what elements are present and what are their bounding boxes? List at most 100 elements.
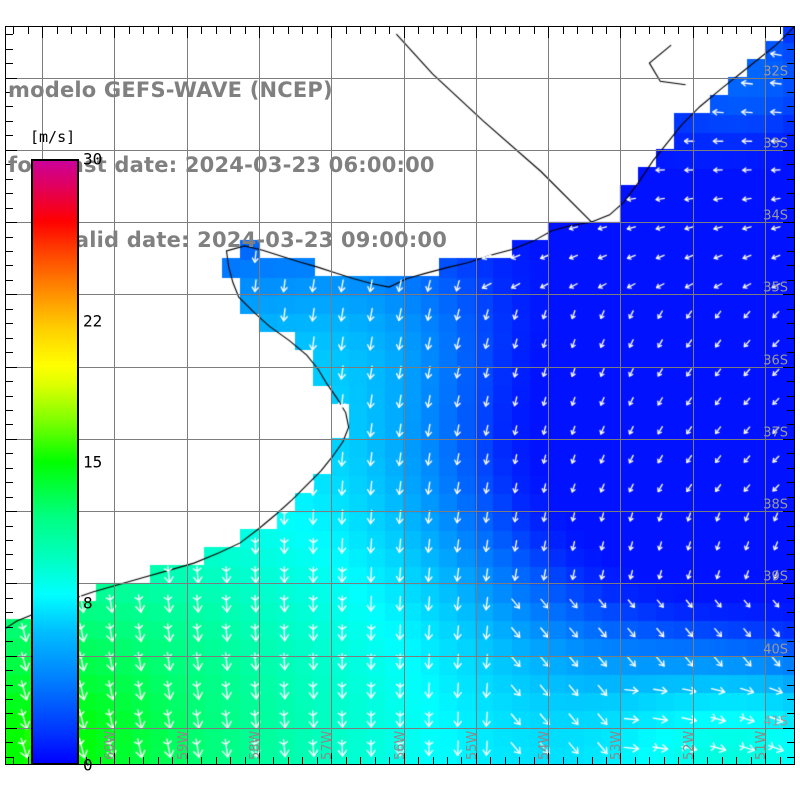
lat-tick-mark-right (787, 308, 794, 310)
lon-tick-mark-top (13, 27, 15, 34)
lon-tick-mark (172, 757, 174, 764)
lat-tick-mark-left (6, 713, 13, 715)
lon-tick-mark (143, 757, 145, 764)
lat-tick-mark-right (787, 135, 794, 137)
lat-tick-mark-left (6, 178, 13, 180)
lat-tick-mark-left (6, 453, 13, 455)
lon-tick-mark-top (446, 27, 448, 34)
colorbar-tick-22: 22 (83, 311, 103, 331)
lon-tick-mark-top (490, 27, 492, 34)
lat-tick-mark-left (6, 583, 17, 585)
lon-tick-mark (649, 757, 651, 764)
lat-tick-mark-right (787, 178, 794, 180)
lon-tick-mark (634, 757, 636, 764)
lon-tick-label-52W: 52W (681, 730, 697, 760)
lat-tick-mark-left (6, 149, 17, 151)
lon-tick-mark-top (721, 27, 723, 34)
gridline-lat-32S (6, 77, 794, 79)
lon-tick-mark-top (389, 27, 391, 34)
lat-tick-mark-right (783, 366, 794, 368)
lon-tick-mark-top (750, 27, 752, 34)
lat-tick-mark-left (6, 381, 13, 383)
lat-tick-label-38S: 38S (763, 497, 788, 513)
lat-tick-mark-right (787, 250, 794, 252)
lat-tick-mark-left (6, 597, 13, 599)
lon-tick-mark-top (634, 27, 636, 34)
lon-tick-mark-top (403, 27, 405, 38)
lon-tick-mark (765, 753, 767, 764)
lon-tick-mark-top (215, 27, 217, 34)
lon-tick-mark (287, 757, 289, 764)
lon-tick-mark (316, 757, 318, 764)
lon-tick-mark (331, 753, 333, 764)
lon-tick-mark-top (143, 27, 145, 34)
lat-tick-mark-left (6, 612, 13, 614)
lon-tick-label-51W: 51W (754, 730, 770, 760)
lat-tick-mark-left (6, 670, 13, 672)
lon-tick-mark (721, 757, 723, 764)
lat-tick-mark-right (787, 381, 794, 383)
lat-tick-mark-right (783, 511, 794, 513)
gridline-lat-39S (6, 583, 794, 585)
colorbar-gradient (31, 159, 79, 765)
lon-tick-mark-top (678, 27, 680, 34)
lat-tick-mark-right (787, 236, 794, 238)
lon-tick-mark (533, 757, 535, 764)
lat-tick-mark-left (6, 222, 17, 224)
lon-tick-mark-top (519, 27, 521, 34)
lat-tick-mark-left (6, 684, 13, 686)
lon-tick-mark (446, 757, 448, 764)
lon-tick-mark (273, 757, 275, 764)
lat-tick-mark-right (787, 496, 794, 498)
lon-tick-mark (779, 757, 781, 764)
lon-tick-label-54W: 54W (537, 730, 553, 760)
lat-tick-mark-right (783, 222, 794, 224)
lat-tick-mark-left (6, 308, 13, 310)
lon-tick-mark-top (157, 27, 159, 34)
lon-tick-mark (620, 753, 622, 764)
lat-tick-mark-left (6, 193, 13, 195)
lon-tick-mark-top (230, 27, 232, 34)
lat-tick-mark-right (787, 92, 794, 94)
lat-tick-mark-right (787, 63, 794, 65)
lat-tick-mark-right (787, 742, 794, 744)
lon-tick-mark-top (707, 27, 709, 34)
lon-tick-mark (374, 757, 376, 764)
lat-tick-label-35S: 35S (763, 280, 788, 296)
lat-tick-mark-left (6, 323, 13, 325)
gridline-lon-51W (765, 27, 767, 764)
lon-tick-mark-top (56, 27, 58, 34)
lat-tick-mark-right (787, 120, 794, 122)
lon-tick-mark (707, 757, 709, 764)
lon-tick-mark (736, 757, 738, 764)
lon-tick-mark-top (418, 27, 420, 34)
lat-tick-mark-left (6, 496, 13, 498)
lon-tick-mark-top (42, 27, 44, 38)
lon-tick-mark-top (663, 27, 665, 34)
gridline-lon-56W (403, 27, 405, 764)
lat-tick-mark-right (787, 48, 794, 50)
lat-tick-mark-left (6, 366, 17, 368)
gridline-lat-37S (6, 438, 794, 440)
gridline-lat-41S (6, 727, 794, 729)
lon-tick-mark (678, 757, 680, 764)
lat-tick-mark-right (787, 670, 794, 672)
colorbar-tick-30: 30 (83, 149, 103, 169)
lon-tick-mark-top (548, 27, 550, 38)
lat-tick-mark-left (6, 540, 13, 541)
lon-tick-mark (562, 757, 564, 764)
lon-tick-mark-top (533, 27, 535, 34)
lat-tick-mark-right (787, 756, 794, 758)
lon-tick-mark (230, 757, 232, 764)
gridline-lon-52W (692, 27, 694, 764)
lon-tick-mark-top (736, 27, 738, 34)
lon-tick-mark-top (432, 27, 434, 34)
lat-tick-mark-left (6, 207, 13, 209)
lon-tick-label-59W: 59W (175, 730, 191, 760)
lon-tick-mark-top (577, 27, 579, 34)
colorbar-tick-8: 8 (83, 593, 93, 613)
lon-tick-mark (432, 757, 434, 764)
lon-tick-mark-top (374, 27, 376, 34)
lon-tick-label-53W: 53W (609, 730, 625, 760)
lon-tick-mark-top (606, 27, 608, 34)
